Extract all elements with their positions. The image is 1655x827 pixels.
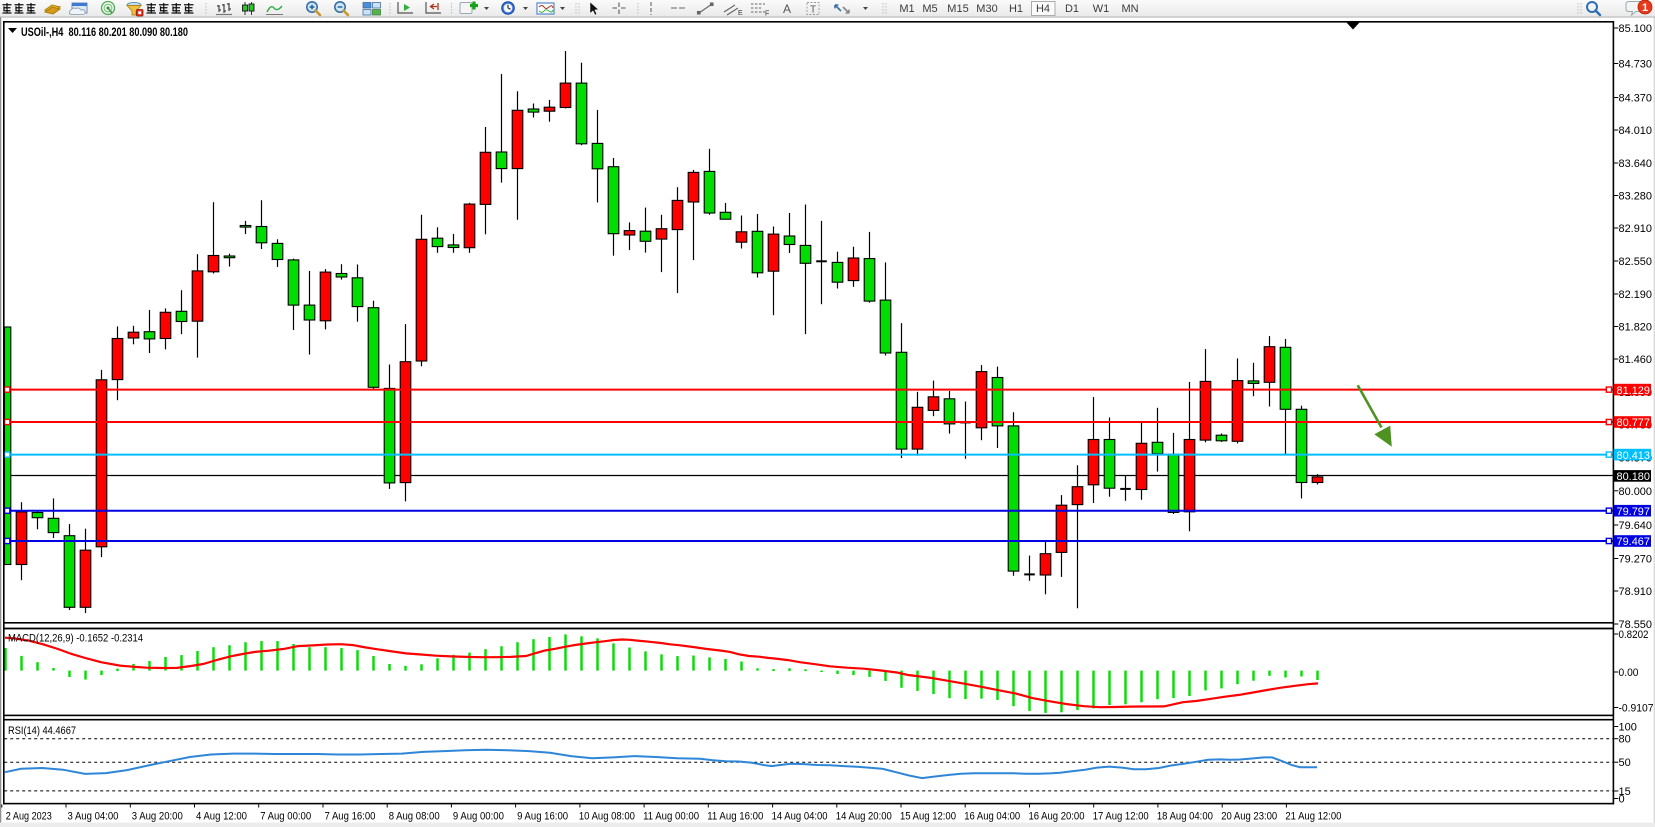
svg-text:17 Aug 12:00: 17 Aug 12:00 [1093, 811, 1149, 823]
svg-text:H1: H1 [1009, 3, 1023, 15]
svg-text:1: 1 [1642, 2, 1648, 14]
svg-text:0.8202: 0.8202 [1619, 629, 1649, 641]
svg-text:W1: W1 [1093, 3, 1110, 15]
svg-text:7 Aug 00:00: 7 Aug 00:00 [260, 811, 311, 823]
svg-text:80.777: 80.777 [1617, 417, 1651, 429]
svg-text:M1: M1 [899, 3, 914, 15]
svg-text:80.413: 80.413 [1617, 450, 1651, 462]
svg-text:A: A [783, 2, 791, 16]
svg-text:82.550: 82.550 [1619, 256, 1653, 268]
svg-text:79.797: 79.797 [1617, 506, 1651, 518]
svg-text:16 Aug 20:00: 16 Aug 20:00 [1029, 811, 1085, 823]
svg-text:83.640: 83.640 [1619, 158, 1653, 170]
svg-text:7 Aug 16:00: 7 Aug 16:00 [325, 811, 376, 823]
svg-text:9 Aug 16:00: 9 Aug 16:00 [517, 811, 568, 823]
svg-text:4 Aug 12:00: 4 Aug 12:00 [196, 811, 247, 823]
svg-text:-0.9107: -0.9107 [1619, 703, 1654, 715]
svg-text:E: E [738, 10, 743, 17]
svg-text:18 Aug 04:00: 18 Aug 04:00 [1157, 811, 1213, 823]
svg-text:16 Aug 04:00: 16 Aug 04:00 [964, 811, 1020, 823]
svg-text:78.550: 78.550 [1619, 619, 1653, 631]
svg-text:15: 15 [1619, 786, 1631, 798]
svg-text:9 Aug 00:00: 9 Aug 00:00 [453, 811, 504, 823]
svg-text:8 Aug 08:00: 8 Aug 08:00 [389, 811, 440, 823]
svg-text:80.000: 80.000 [1619, 486, 1653, 498]
svg-text:14 Aug 20:00: 14 Aug 20:00 [836, 811, 892, 823]
svg-text:84.370: 84.370 [1619, 93, 1653, 105]
svg-text:82.910: 82.910 [1619, 223, 1653, 235]
svg-text:82.190: 82.190 [1619, 289, 1653, 301]
svg-text:D1: D1 [1065, 3, 1079, 15]
svg-text:0: 0 [1619, 794, 1625, 806]
svg-text:M30: M30 [976, 3, 997, 15]
svg-text:11 Aug 16:00: 11 Aug 16:00 [707, 811, 763, 823]
svg-text:84.730: 84.730 [1619, 59, 1653, 71]
svg-text:10 Aug 08:00: 10 Aug 08:00 [579, 811, 635, 823]
svg-text:83.280: 83.280 [1619, 191, 1653, 203]
svg-text:M5: M5 [922, 3, 937, 15]
svg-text:79.467: 79.467 [1617, 536, 1651, 548]
svg-text:85.100: 85.100 [1619, 23, 1653, 35]
svg-text:21 Aug 12:00: 21 Aug 12:00 [1285, 811, 1341, 823]
svg-text:81.460: 81.460 [1619, 354, 1653, 366]
svg-text:3 Aug 20:00: 3 Aug 20:00 [132, 811, 183, 823]
svg-text:20 Aug 23:00: 20 Aug 23:00 [1221, 811, 1277, 823]
svg-text:H4: H4 [1036, 3, 1050, 15]
svg-text:81.129: 81.129 [1617, 385, 1651, 397]
svg-text:F: F [765, 11, 769, 18]
svg-text:M15: M15 [947, 3, 968, 15]
svg-text:80.180: 80.180 [1617, 471, 1651, 483]
svg-text:USOil-,H4 80.116 80.201 80.09: USOil-,H4 80.116 80.201 80.090 80.180 [21, 25, 188, 39]
svg-text:79.640: 79.640 [1619, 520, 1653, 532]
svg-text:RSI(14) 44.4667: RSI(14) 44.4667 [8, 725, 76, 737]
svg-text:11 Aug 00:00: 11 Aug 00:00 [643, 811, 699, 823]
svg-text:79.270: 79.270 [1619, 554, 1653, 566]
svg-text:80: 80 [1619, 734, 1631, 746]
svg-text:15 Aug 12:00: 15 Aug 12:00 [900, 811, 956, 823]
svg-text:0.00: 0.00 [1619, 667, 1639, 679]
svg-text:14 Aug 04:00: 14 Aug 04:00 [772, 811, 828, 823]
svg-text:50: 50 [1619, 757, 1631, 769]
svg-text:78.910: 78.910 [1619, 586, 1653, 598]
svg-text:3 Aug 04:00: 3 Aug 04:00 [68, 811, 119, 823]
svg-text:T: T [810, 5, 816, 16]
svg-text:100: 100 [1619, 722, 1637, 734]
svg-text:MACD(12,26,9) -0.1652 -0.2314: MACD(12,26,9) -0.1652 -0.2314 [8, 633, 143, 645]
svg-text:84.010: 84.010 [1619, 125, 1653, 137]
svg-text:MN: MN [1121, 3, 1138, 15]
svg-text:81.820: 81.820 [1619, 322, 1653, 334]
svg-text:2 Aug 2023: 2 Aug 2023 [6, 811, 52, 823]
